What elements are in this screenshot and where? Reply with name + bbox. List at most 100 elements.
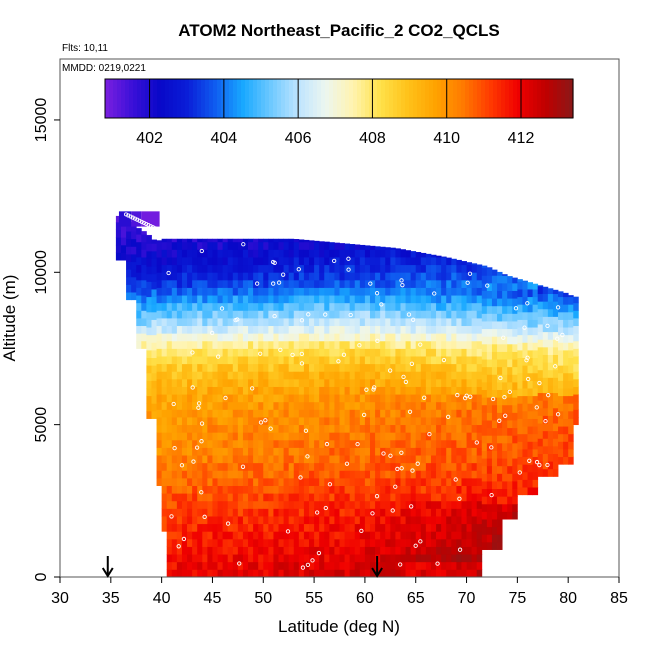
heatmap-cell — [324, 516, 330, 525]
heatmap-cell — [451, 462, 457, 471]
heatmap-cell — [420, 508, 427, 517]
heatmap-cell — [425, 447, 432, 456]
heatmap-cell — [187, 378, 193, 387]
heatmap-cell — [136, 249, 142, 258]
colorbar-segment — [261, 79, 266, 118]
heatmap-cell — [268, 455, 274, 464]
heatmap-cell — [349, 561, 356, 570]
heatmap-cell — [395, 287, 401, 296]
heatmap-cell — [319, 371, 325, 380]
heatmap-cell — [202, 569, 208, 577]
heatmap-cell — [400, 318, 406, 327]
heatmap-cell — [436, 287, 442, 296]
heatmap-cell — [329, 325, 335, 334]
heatmap-cell — [273, 531, 279, 540]
heatmap-cell — [237, 409, 244, 418]
heatmap-cell — [268, 287, 274, 296]
heatmap-cell — [390, 356, 396, 365]
heatmap-cell — [354, 546, 361, 555]
heatmap-cell — [187, 554, 193, 563]
heatmap-cell — [232, 340, 239, 349]
heatmap-cell — [441, 409, 447, 418]
heatmap-cell — [334, 348, 340, 357]
heatmap-cell — [563, 388, 569, 397]
heatmap-cell — [298, 249, 305, 258]
colorbar-segment — [297, 79, 302, 118]
heatmap-cell — [436, 255, 442, 258]
heatmap-cell — [354, 272, 361, 281]
heatmap-cell — [385, 531, 391, 540]
heatmap-cell — [420, 538, 427, 547]
heatmap-cell — [527, 342, 534, 351]
heatmap-cell — [436, 363, 442, 372]
heatmap-cell — [395, 394, 401, 403]
heatmap-cell — [314, 462, 320, 471]
heatmap-cell — [471, 569, 478, 577]
heatmap-cell — [181, 257, 188, 266]
heatmap-cell — [552, 392, 559, 401]
heatmap-cell — [283, 272, 290, 281]
heatmap-cell — [187, 462, 193, 471]
heatmap-cell — [212, 295, 218, 304]
heatmap-cell — [486, 420, 493, 429]
heatmap-cell — [456, 318, 462, 327]
heatmap-cell — [237, 287, 244, 296]
heatmap-cell — [268, 386, 274, 395]
heatmap-cell — [176, 417, 183, 426]
heatmap-cell — [222, 340, 229, 349]
colorbar-segment — [381, 79, 386, 118]
heatmap-cell — [187, 531, 193, 540]
heatmap-cell — [232, 310, 239, 319]
y-tick-label: 15000 — [33, 98, 50, 143]
heatmap-cell — [151, 311, 157, 320]
heatmap-cell — [268, 439, 274, 448]
heatmap-cell — [471, 477, 478, 486]
heatmap-cell — [461, 417, 467, 426]
heatmap-cell — [354, 333, 361, 342]
heatmap-cell — [471, 356, 478, 365]
heatmap-cell — [359, 302, 366, 311]
heatmap-cell — [552, 430, 559, 439]
heatmap-cell — [156, 340, 163, 349]
heatmap-cell — [248, 333, 254, 342]
heatmap-cell — [466, 363, 473, 372]
heatmap-cell — [349, 340, 356, 349]
heatmap-cell — [227, 272, 234, 281]
heatmap-cell — [359, 325, 366, 334]
heatmap-cell — [471, 531, 478, 540]
heatmap-cell — [237, 500, 244, 509]
heatmap-cell — [415, 538, 422, 547]
heatmap-cell — [451, 546, 457, 555]
heatmap-cell — [532, 342, 539, 351]
heatmap-cell — [273, 386, 279, 395]
heatmap-cell — [217, 264, 224, 273]
heatmap-cell — [359, 531, 366, 540]
heatmap-cell — [349, 493, 356, 502]
heatmap-cell — [319, 493, 325, 502]
heatmap-cell — [364, 249, 371, 258]
heatmap-cell — [171, 249, 178, 258]
heatmap-cell — [187, 287, 193, 296]
heatmap-cell — [237, 470, 244, 479]
sample-point — [299, 351, 304, 357]
heatmap-cell — [395, 439, 401, 448]
heatmap-cell — [568, 357, 574, 366]
heatmap-cell — [288, 371, 295, 380]
heatmap-cell — [212, 417, 218, 426]
heatmap-cell — [410, 257, 417, 266]
heatmap-cell — [166, 257, 173, 266]
heatmap-cell — [369, 325, 376, 334]
heatmap-cell — [476, 417, 483, 426]
heatmap-cell — [400, 264, 406, 273]
heatmap-cell — [502, 275, 508, 284]
heatmap-cell — [202, 409, 208, 418]
heatmap-cell — [507, 412, 513, 421]
heatmap-cell — [481, 496, 488, 505]
heatmap-cell — [339, 325, 345, 334]
heatmap-cell — [258, 401, 264, 410]
heatmap-cell — [263, 477, 269, 486]
heatmap-cell — [298, 333, 305, 342]
heatmap-cell — [131, 231, 137, 240]
heatmap-cell — [573, 409, 579, 418]
heatmap-cell — [466, 325, 473, 334]
